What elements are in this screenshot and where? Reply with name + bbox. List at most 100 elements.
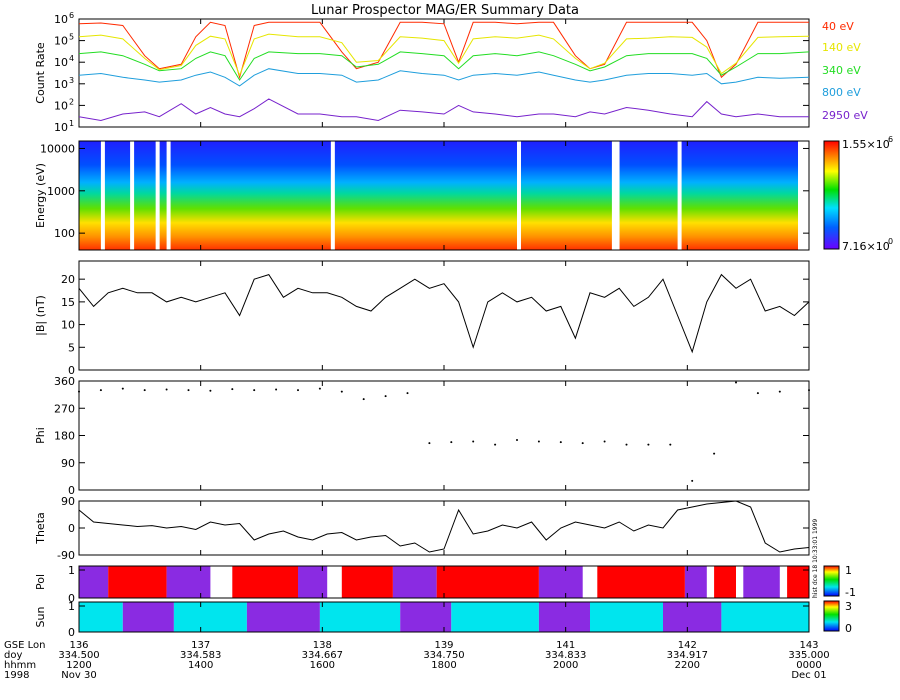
legend-340ev: 340 eV: [822, 64, 861, 77]
phi-point: [581, 442, 584, 445]
sunlight-segment: [246, 602, 320, 632]
sunlight-segment: [538, 602, 590, 632]
count-rate-ytick-label: 10: [54, 121, 68, 134]
phi-point: [735, 381, 737, 384]
sunlight-segment: [319, 602, 401, 632]
phi-point: [275, 388, 278, 391]
theta-angle-ylabel: Theta: [34, 512, 47, 545]
spectrogram-ytick-label: 100: [54, 227, 75, 240]
phi-point: [516, 439, 518, 442]
sunlight-segment: [79, 602, 123, 632]
sunlight-ylabel: Sun: [34, 607, 47, 628]
phi-point: [647, 443, 650, 446]
polarity-ytick-label: 0: [68, 592, 75, 605]
count-rate-ytick-label: 10: [54, 99, 68, 112]
phi-point: [808, 389, 810, 392]
field-magnitude-ylabel: |B| (nT): [34, 295, 47, 336]
polarity-segment: [714, 566, 736, 598]
polarity-ylabel: Pol: [34, 574, 47, 590]
spectrogram-colorbar: [823, 140, 840, 250]
sunlight-segment: [173, 602, 247, 632]
channel-legend: 40 eV 140 eV 340 eV 800 eV 2950 eV: [822, 20, 868, 122]
spectrogram-image: [79, 141, 798, 250]
sunlight-colorbar-tick: 0: [845, 622, 852, 635]
x-tick-label: 335.000: [788, 650, 829, 661]
phi-point: [340, 390, 343, 393]
count-rate-series-4: [78, 98, 809, 122]
polarity-segment: [341, 566, 393, 598]
x-tick-label: 334.833: [545, 650, 586, 661]
theta-angle-line: [78, 500, 810, 553]
phi-point: [625, 443, 628, 446]
legend-2950ev: 2950 eV: [822, 109, 868, 122]
count-rate-ytick-sup: 6: [69, 11, 74, 20]
polarity-segment: [436, 566, 539, 598]
theta-angle-ytick-label: -90: [57, 549, 75, 562]
phi-point: [778, 390, 781, 393]
count-rate-ylabel: Count Rate: [34, 42, 47, 104]
phi-point: [537, 440, 540, 443]
phi-angle-ytick-label: 0: [68, 484, 75, 497]
phi-point: [318, 387, 321, 390]
x-tick-label: Dec 01: [791, 670, 826, 681]
phi-point: [121, 387, 124, 390]
phi-point: [472, 440, 475, 443]
x-tick-label: 334.500: [58, 650, 99, 661]
x-row-label-doy: doy: [4, 650, 22, 661]
phi-point: [187, 389, 190, 392]
spectrogram-ytick-label: 10000: [40, 142, 75, 155]
x-tick-label: 139: [434, 640, 453, 651]
phi-point: [362, 398, 365, 401]
x-axis-labels: GSE Lon doy hhmm 1998 136334.5001200Nov …: [4, 640, 830, 681]
spectrogram-gap: [615, 141, 620, 250]
spectrogram-ytick-label: 1000: [47, 185, 75, 198]
x-tick-label: 1200: [66, 660, 91, 671]
x-tick-label: 334.917: [667, 650, 708, 661]
x-tick-label: Nov 30: [61, 670, 96, 681]
spectrogram-gap: [155, 141, 160, 250]
field-magnitude-ytick-label: 5: [68, 341, 75, 354]
x-tick-label: 142: [678, 640, 697, 651]
x-tick-label: 141: [556, 640, 575, 651]
colorbar-min-sup: 0: [888, 237, 893, 246]
x-tick-label: 1400: [188, 660, 213, 671]
polarity-segment: [298, 566, 328, 598]
phi-point: [99, 389, 102, 392]
x-tick-label: 138: [313, 640, 332, 651]
phi-point: [297, 389, 299, 392]
count-rate-ytick-label: 10: [54, 78, 68, 91]
sunlight-segment: [400, 602, 452, 632]
polarity-segment: [392, 566, 437, 598]
colorbar-max-label: 1.55×10: [842, 138, 890, 151]
field-magnitude-ytick-label: 15: [61, 296, 75, 309]
phi-angle-frame: [78, 380, 810, 491]
polarity-segment: [108, 566, 167, 598]
colorbar-min-label: 7.16×10: [842, 240, 890, 253]
phi-angle-ytick-label: 90: [61, 457, 75, 470]
polarity-ytick-label: 1: [68, 564, 75, 577]
count-rate-ytick-label: 10: [54, 13, 68, 26]
phi-point: [209, 389, 212, 392]
count-rate-series-3: [78, 68, 810, 87]
sunlight-colorbar-tick: 3: [845, 600, 852, 613]
spectrogram-gap: [166, 141, 171, 250]
legend-800ev: 800 eV: [822, 86, 861, 99]
x-tick-label: 2200: [675, 660, 700, 671]
phi-point: [756, 392, 759, 395]
phi-point: [494, 443, 497, 446]
count-rate-ytick-sup: 2: [69, 97, 74, 106]
polarity-segment: [166, 566, 211, 598]
sunlight-ytick-label: 1: [68, 600, 75, 613]
phi-point: [406, 392, 409, 395]
polarity-segment: [232, 566, 298, 598]
phi-point: [78, 390, 80, 393]
spectrogram-gap: [677, 141, 682, 250]
x-tick-label: 1600: [310, 660, 335, 671]
plot-generation-note: hist dce 18 10:33:01 1999: [812, 519, 819, 598]
polarity-colorbar-tick: -1: [845, 586, 856, 599]
spectrogram-gap: [330, 141, 335, 250]
x-tick-label: 1800: [431, 660, 456, 671]
polarity-segment: [597, 566, 685, 598]
